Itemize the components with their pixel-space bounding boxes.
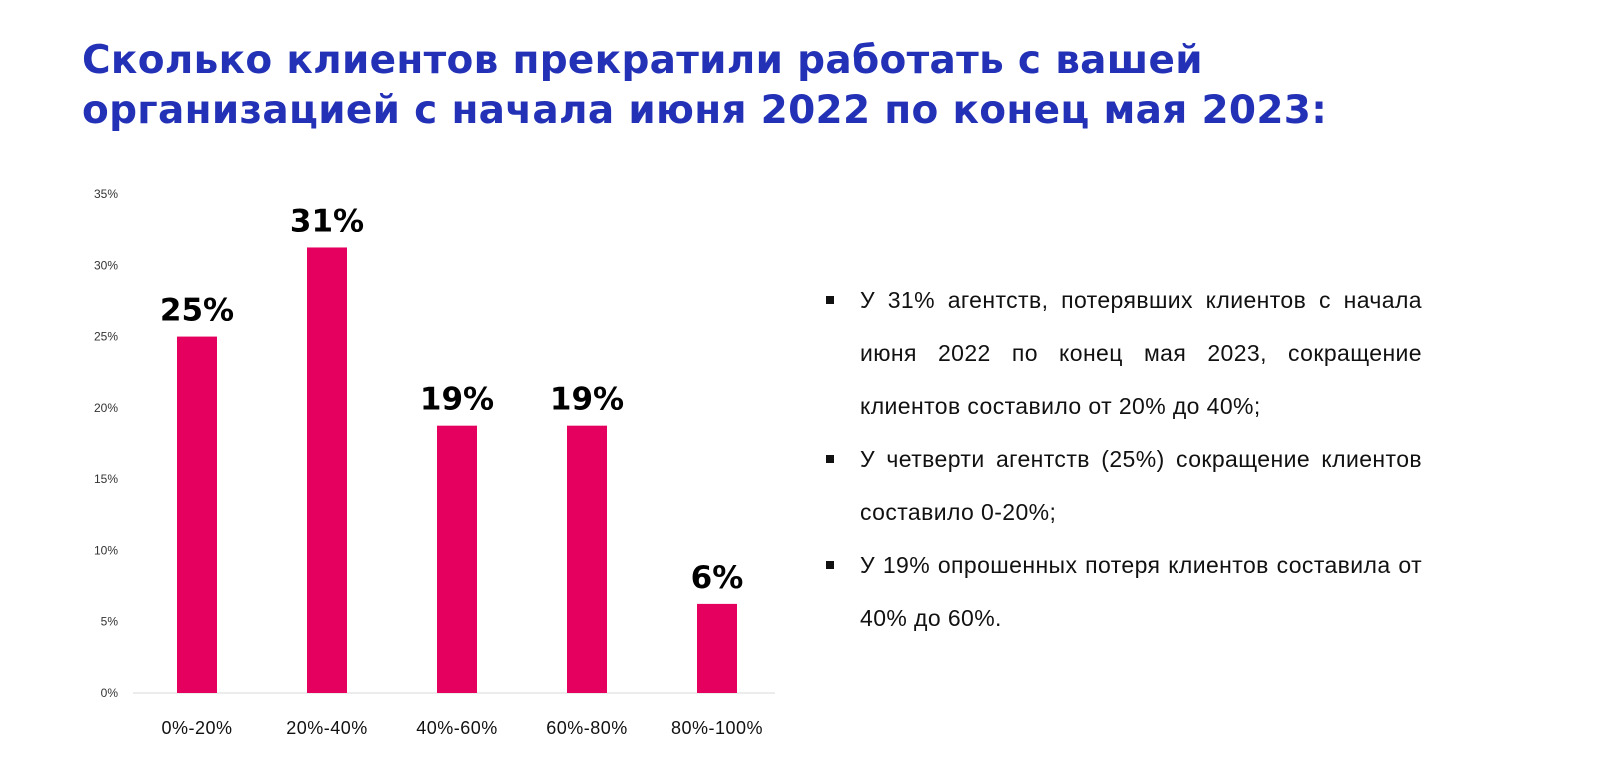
bullet-item: У четверти агентств (25%) сокращение кли… [822,433,1422,539]
y-tick-label: 15% [94,472,118,486]
y-tick-label: 20% [94,401,118,415]
bullet-text: У четверти агентств (25%) сокращение кли… [860,446,1422,525]
bar [437,425,477,693]
y-tick-label: 30% [94,258,118,272]
bullet-square-icon [826,561,834,569]
x-tick-label: 20%-40% [286,718,368,738]
bullet-square-icon [826,455,834,463]
x-tick-label: 40%-60% [416,718,498,738]
data-label: 31% [290,203,364,239]
bullet-item: У 31% агентств, потерявших клиентов с на… [822,274,1422,433]
x-tick-label: 60%-80% [546,718,628,738]
data-label: 19% [420,382,494,418]
bar [697,603,737,693]
x-tick-label: 0%-20% [161,718,232,738]
bar [307,247,347,693]
bullet-item: У 19% опрошенных потеря клиентов состави… [822,539,1422,645]
bullet-text: У 19% опрошенных потеря клиентов состави… [860,552,1422,631]
data-label: 25% [160,293,234,329]
y-tick-label: 10% [94,543,118,557]
bullet-square-icon [826,296,834,304]
data-label: 6% [691,560,744,596]
bar-chart: 0% 5% 10% 15% 20% 25% 30% 35% 25% 0%-20% 31% 20%-40… [94,187,775,738]
y-tick-label: 25% [94,330,118,344]
bullet-text: У 31% агентств, потерявших клиентов с на… [860,287,1422,419]
page-title: Сколько клиентов прекратили работать с в… [82,36,1382,136]
summary-list: У 31% агентств, потерявших клиентов с на… [822,274,1422,645]
y-tick-label: 0% [101,686,119,700]
y-tick-label: 5% [101,615,119,629]
bar [177,336,217,693]
x-tick-label: 80%-100% [671,718,763,738]
title-line-1: Сколько клиентов прекратили работать с в… [82,38,1203,83]
y-tick-label: 35% [94,187,118,201]
data-label: 19% [550,382,624,418]
title-line-2: организацией с начала июня 2022 по конец… [82,88,1328,133]
bar [567,425,607,693]
